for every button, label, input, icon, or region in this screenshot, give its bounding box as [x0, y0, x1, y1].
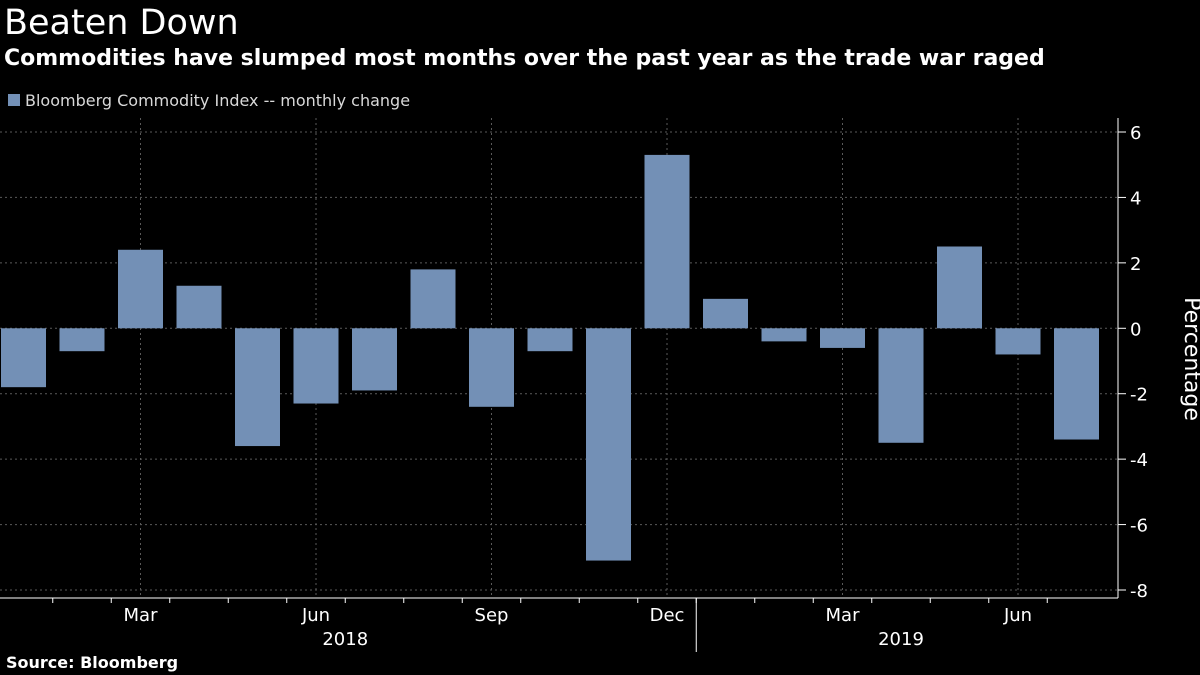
x-tick-label: Sep — [475, 605, 509, 626]
year-label: 2018 — [322, 629, 368, 650]
legend-swatch — [8, 94, 20, 106]
bar-apr-2018 — [176, 285, 222, 329]
y-axis-label: Percentage — [1179, 297, 1200, 421]
y-tick-label: 4 — [1130, 188, 1141, 209]
bar-dec-2018 — [644, 154, 690, 329]
bar-apr-2019 — [878, 328, 924, 443]
y-tick-label: -6 — [1130, 516, 1148, 537]
y-tick-label: -8 — [1130, 581, 1148, 602]
bar-jan-2018 — [1, 328, 46, 388]
x-tick-label: Mar — [826, 605, 861, 626]
legend: Bloomberg Commodity Index -- monthly cha… — [8, 89, 410, 111]
bar-feb-2019 — [761, 328, 807, 342]
year-label: 2019 — [878, 629, 924, 650]
y-tick-label: -2 — [1130, 385, 1148, 406]
bar-mar-2019 — [820, 328, 865, 348]
bar-oct-2018 — [527, 328, 573, 352]
bar-aug-2018 — [410, 269, 456, 329]
x-tick-label: Jun — [1003, 605, 1032, 626]
bar-jul-2019 — [1054, 328, 1099, 440]
bar-feb-2018 — [59, 328, 105, 352]
bar-jan-2019 — [703, 298, 748, 329]
x-tick-label: Jun — [301, 605, 330, 626]
source-note: Source: Bloomberg — [6, 653, 179, 672]
x-tick-label: Dec — [650, 605, 685, 626]
bar-may-2018 — [235, 328, 280, 447]
bars-layer — [1, 154, 1099, 561]
bar-mar-2018 — [118, 249, 163, 329]
y-tick-label: 2 — [1130, 254, 1141, 275]
chart-title: Beaten Down — [4, 3, 239, 43]
y-tick-label: 6 — [1130, 123, 1141, 144]
chart-subtitle: Commodities have slumped most months ove… — [4, 46, 1045, 71]
y-tick-label: 0 — [1130, 319, 1141, 340]
x-tick-label: Mar — [124, 605, 159, 626]
bar-jun-2018 — [293, 328, 339, 404]
bar-jul-2018 — [352, 328, 397, 391]
legend-label: Bloomberg Commodity Index -- monthly cha… — [25, 90, 411, 110]
grid-layer — [0, 118, 1118, 598]
bar-nov-2018 — [586, 328, 631, 561]
axes-layer: 6 4 2 0 -2 -4 -6 -8 Mar Jun Sep Dec Mar Jun 2018 2019 — [0, 118, 1148, 652]
bar-may-2019 — [937, 246, 982, 329]
bar-sep-2018 — [469, 328, 514, 407]
y-tick-label: -4 — [1130, 450, 1148, 471]
bar-jun-2019 — [995, 328, 1041, 355]
